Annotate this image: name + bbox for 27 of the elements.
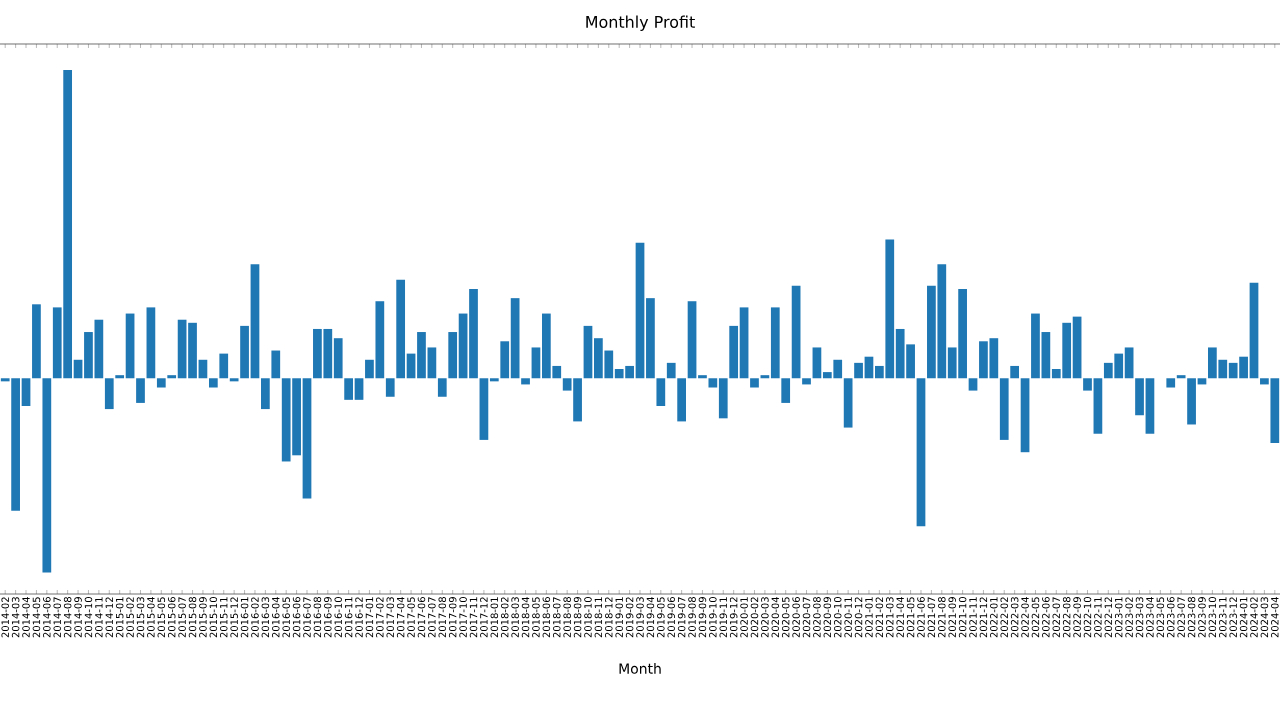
bar: [271, 350, 281, 379]
bar: [750, 378, 759, 388]
bar: [843, 378, 853, 428]
bar: [1010, 365, 1020, 379]
bar: [666, 362, 676, 379]
bar: [916, 378, 926, 527]
bar: [385, 378, 395, 397]
bar: [968, 378, 978, 391]
bar: [791, 285, 801, 379]
bar: [437, 378, 447, 397]
bar: [1020, 378, 1030, 453]
bar: [999, 378, 1009, 440]
bar: [136, 378, 145, 403]
bar: [521, 378, 530, 385]
bar: [32, 304, 41, 379]
bar: [261, 378, 270, 410]
bar: [42, 378, 52, 573]
bar: [208, 378, 218, 388]
bar: [219, 353, 229, 379]
bar: [156, 378, 166, 388]
bar: [146, 307, 156, 379]
bar: [656, 378, 666, 406]
bar: [677, 378, 687, 422]
bar: [1166, 378, 1176, 388]
bar: [802, 378, 811, 385]
bar: [104, 378, 114, 410]
bar: [781, 378, 791, 403]
